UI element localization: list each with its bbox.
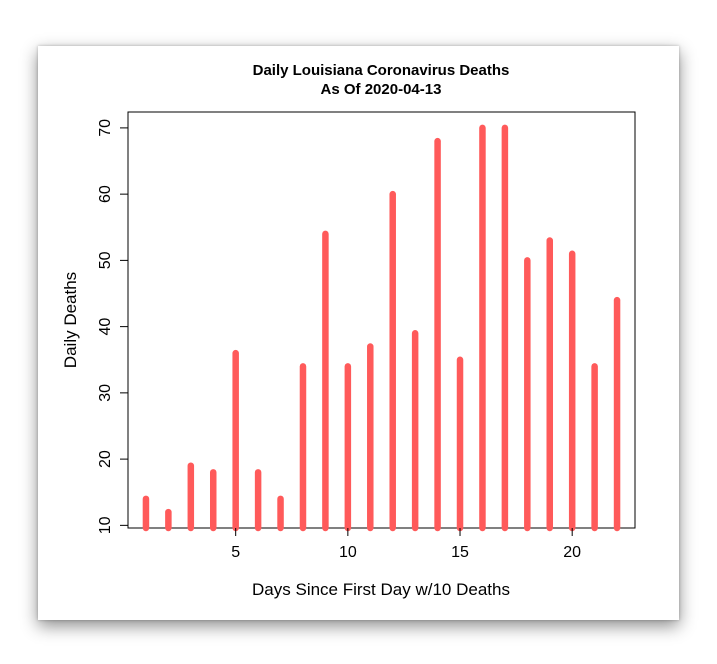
y-tick-label: 70 — [97, 119, 114, 137]
x-axis-label: Days Since First Day w/10 Deaths — [252, 580, 510, 599]
y-tick-label: 10 — [97, 516, 114, 534]
x-axis: 5 10 15 20 — [231, 528, 581, 561]
y-tick-label: 20 — [97, 450, 114, 468]
y-tick-label: 60 — [97, 185, 114, 203]
x-tick-label: 20 — [563, 544, 581, 561]
y-tick-label: 30 — [97, 384, 114, 402]
x-tick-label: 10 — [339, 544, 357, 561]
bars-group — [142, 124, 621, 532]
y-tick-label: 50 — [97, 251, 114, 269]
plot-frame — [127, 111, 636, 529]
x-tick-label: 5 — [231, 544, 240, 561]
y-axis-label: Daily Deaths — [61, 272, 80, 368]
chart-subtitle: As Of 2020-04-13 — [321, 81, 442, 98]
y-tick-label: 40 — [97, 318, 114, 336]
y-axis: 10 20 30 40 50 60 70 — [97, 119, 128, 534]
x-tick-label: 15 — [451, 544, 469, 561]
chart-title: Daily Louisiana Coronavirus Deaths — [253, 62, 510, 79]
